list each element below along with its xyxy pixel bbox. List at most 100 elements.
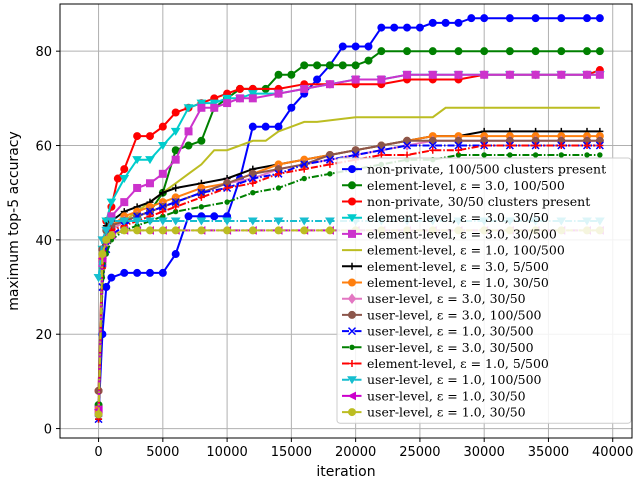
data-point <box>390 23 399 32</box>
data-point <box>235 94 244 103</box>
data-point <box>197 226 206 235</box>
data-point <box>480 14 489 23</box>
data-point <box>287 70 296 79</box>
data-point <box>196 99 207 108</box>
data-point <box>428 70 437 79</box>
data-point <box>184 127 193 136</box>
x-tick-label: 0 <box>94 445 102 460</box>
data-point <box>300 160 309 169</box>
legend-marker <box>348 197 356 206</box>
data-point <box>429 146 437 154</box>
data-point <box>157 142 168 150</box>
data-point <box>106 217 117 226</box>
data-point <box>351 75 360 84</box>
data-point <box>248 94 257 103</box>
data-point <box>454 146 462 154</box>
y-tick-label: 40 <box>35 234 52 249</box>
legend-label: user-level, ε = 3.0, 30/500 <box>367 340 534 355</box>
legend-marker <box>347 214 357 223</box>
data-point <box>145 132 154 141</box>
data-point <box>351 42 360 51</box>
data-point <box>198 204 205 210</box>
data-point <box>595 14 604 23</box>
data-point <box>351 150 360 159</box>
data-point <box>223 226 232 235</box>
legend-item: user-level, ε = 1.0, 100/500 <box>342 372 542 387</box>
legend-label: element-level, ε = 3.0, 100/500 <box>367 178 565 193</box>
data-point <box>338 61 347 70</box>
legend-box <box>336 157 632 424</box>
data-point <box>583 14 592 23</box>
data-point <box>505 14 514 23</box>
data-point <box>274 226 283 235</box>
data-point <box>377 146 386 155</box>
legend-item: element-level, ε = 3.0, 30/50 <box>342 210 549 225</box>
legend-item: element-level, ε = 1.0, 100/500 <box>342 243 565 258</box>
data-point <box>248 169 257 178</box>
legend-marker <box>348 262 356 270</box>
data-point <box>158 202 167 211</box>
data-point <box>171 108 180 117</box>
series-5 <box>94 70 604 414</box>
x-tick-label: 25000 <box>399 445 440 460</box>
data-point <box>415 23 424 32</box>
data-point <box>531 47 540 56</box>
data-point <box>364 56 373 65</box>
data-point <box>94 410 103 419</box>
data-point <box>171 198 180 207</box>
data-point <box>197 193 205 201</box>
legend-label: element-level, ε = 1.0, 30/50 <box>367 275 549 290</box>
legend-marker <box>348 408 356 417</box>
data-point <box>197 188 206 197</box>
legend-label: element-level, ε = 1.0, 5/500 <box>367 356 549 371</box>
data-point <box>145 217 155 226</box>
x-tick-label: 10000 <box>206 445 247 460</box>
data-point <box>197 103 206 112</box>
y-tick-label: 60 <box>35 140 52 155</box>
data-point <box>480 47 489 56</box>
axis-ticks: 0 5000 10000 15000 20000 25000 30000 35000 40000… <box>35 45 633 460</box>
data-point <box>595 47 604 56</box>
series-line <box>97 144 600 420</box>
data-point <box>145 207 155 216</box>
data-point <box>454 47 463 56</box>
legend-marker <box>347 293 357 305</box>
data-point <box>113 174 122 183</box>
data-point <box>506 142 514 150</box>
data-point <box>325 80 334 89</box>
x-tick-label: 20000 <box>335 445 376 460</box>
x-tick-label: 35000 <box>528 445 569 460</box>
data-point <box>248 122 257 131</box>
legend-marker <box>348 278 356 287</box>
legend-label: user-level, ε = 1.0, 30/500 <box>367 324 534 339</box>
data-point <box>197 136 206 145</box>
data-point <box>222 217 232 226</box>
data-point <box>274 122 283 131</box>
legend-item: user-level, ε = 1.0, 30/50 <box>342 388 526 403</box>
data-point <box>275 170 283 178</box>
data-point <box>183 104 194 113</box>
data-point <box>454 141 463 150</box>
data-point <box>157 217 168 226</box>
data-point <box>171 155 180 164</box>
data-point <box>158 122 167 131</box>
data-point <box>145 156 155 165</box>
data-point <box>557 142 565 150</box>
data-point <box>248 174 257 183</box>
data-point <box>158 226 167 235</box>
plot-frame <box>59 3 633 439</box>
data-point <box>325 217 335 226</box>
data-point <box>505 47 514 56</box>
data-point <box>93 274 104 283</box>
x-tick-label: 40000 <box>592 445 633 460</box>
data-point <box>558 152 565 158</box>
data-point <box>132 217 143 226</box>
data-point <box>531 14 540 23</box>
y-tick-label: 0 <box>44 423 52 438</box>
data-point <box>584 152 590 158</box>
data-point <box>454 70 463 79</box>
data-point <box>119 175 130 183</box>
legend-label: non-private, 100/500 clusters present <box>367 162 606 177</box>
data-point <box>196 217 207 226</box>
data-point <box>133 132 142 141</box>
